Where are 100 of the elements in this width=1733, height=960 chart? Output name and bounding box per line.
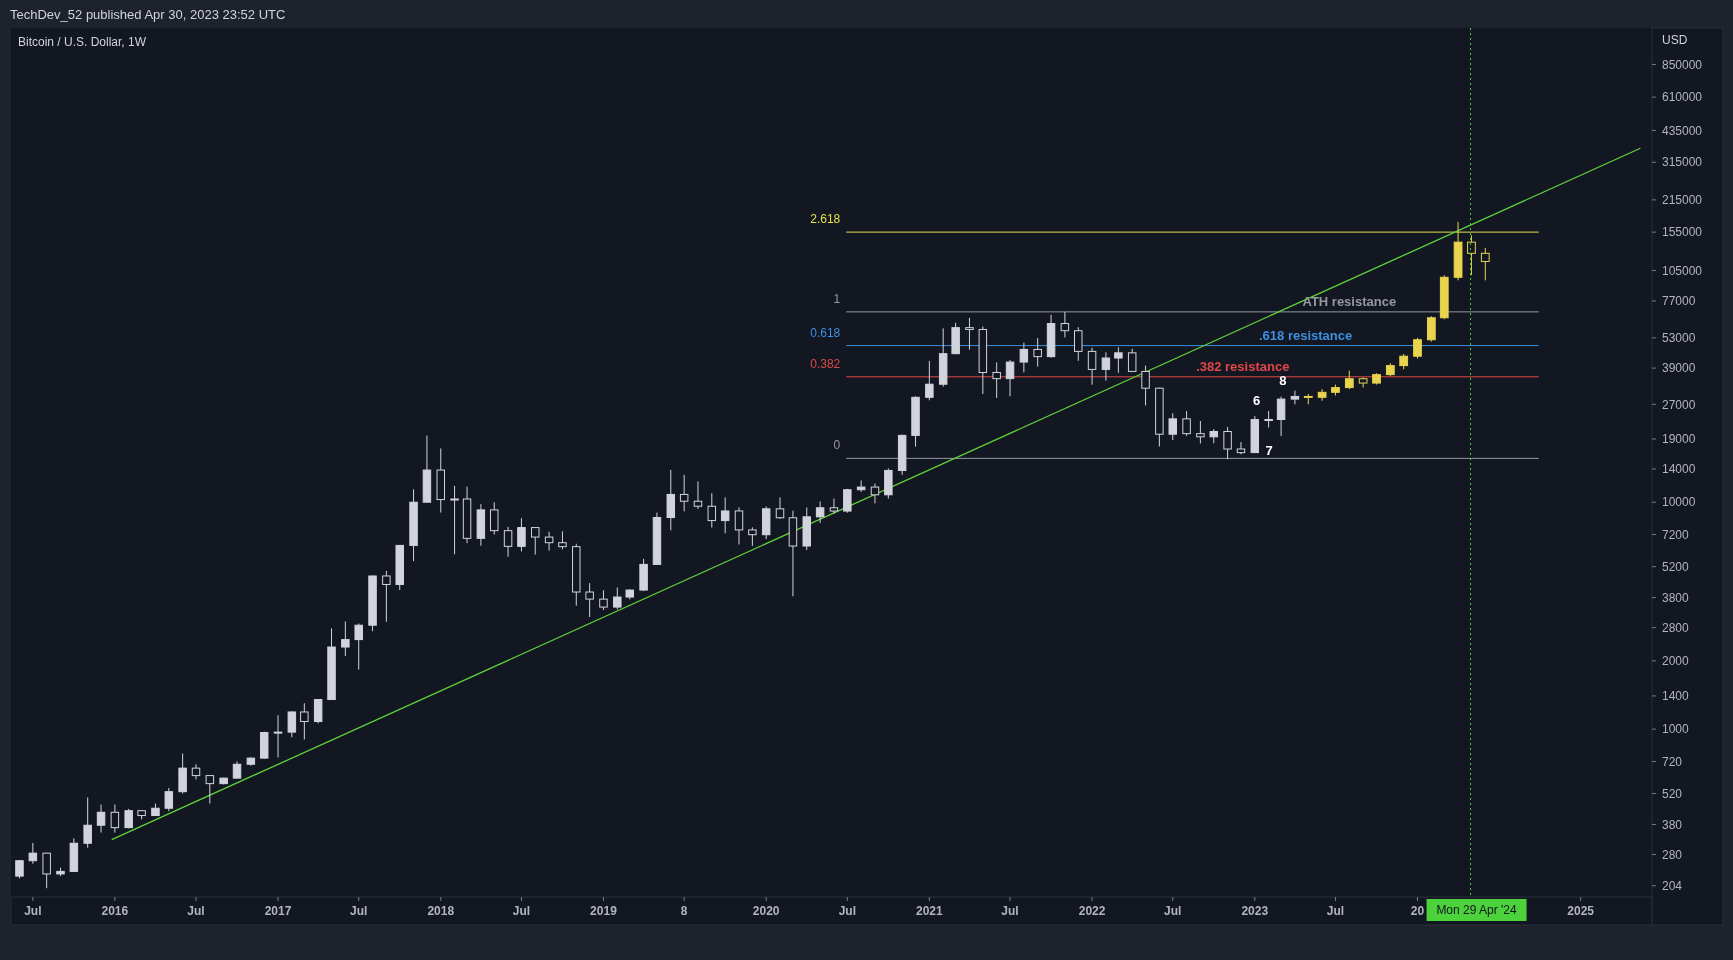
annotation: 0.618 <box>810 325 841 340</box>
y-tick-label: 380 <box>1662 817 1683 832</box>
y-tick-label: 435000 <box>1662 123 1703 138</box>
candlestick <box>164 787 174 812</box>
x-tick-label: 2018 <box>427 904 455 918</box>
candlestick <box>829 498 839 515</box>
text: Bitcoin / U.S. Dollar, 1W <box>18 35 147 49</box>
annotation: 6 <box>1252 393 1261 409</box>
y-tick-label: 610000 <box>1662 90 1703 105</box>
x-tick-label: 2017 <box>264 904 292 918</box>
candlestick <box>96 804 106 834</box>
x-tick-label: 2021 <box>916 904 944 918</box>
y-tick-label: 14000 <box>1662 462 1696 477</box>
candlestick <box>1236 441 1246 455</box>
ref-line-label: Mon 29 Apr '24 <box>1436 903 1518 917</box>
candlestick <box>1114 346 1123 374</box>
annotation: .618 resistance <box>1258 327 1353 343</box>
annotation: 2.618 <box>810 212 841 227</box>
candlestick <box>1005 359 1015 397</box>
candlestick <box>205 774 215 805</box>
candlestick <box>734 506 744 545</box>
candlestick <box>693 481 703 510</box>
candlestick <box>1344 370 1354 390</box>
y-tick-label: 53000 <box>1662 331 1696 346</box>
candlestick <box>1223 426 1232 460</box>
candlestick <box>1467 234 1476 276</box>
candlestick <box>1317 388 1327 402</box>
text: TechDev_52 published Apr 30, 2023 23:52 UTC <box>10 7 286 22</box>
y-tick-label: 7200 <box>1662 527 1690 542</box>
candlestick <box>1182 410 1191 437</box>
y-axis-title: USD <box>1662 33 1688 47</box>
x-tick-label: Jul <box>1164 904 1182 918</box>
candlestick <box>1074 326 1083 362</box>
annotation: 1 <box>833 291 841 306</box>
candlestick <box>666 469 676 531</box>
candlestick <box>720 496 730 534</box>
candlestick <box>490 501 499 536</box>
candlestick <box>925 360 934 401</box>
candlestick <box>1087 347 1097 386</box>
x-tick-label: Jul <box>24 904 42 918</box>
candlestick <box>707 492 717 529</box>
candlestick <box>1358 376 1368 389</box>
y-tick-label: 1400 <box>1662 689 1690 704</box>
candlestick <box>42 852 51 889</box>
candlestick <box>503 526 513 558</box>
candlestick <box>1290 390 1300 405</box>
y-tick-label: 280 <box>1662 847 1683 862</box>
candlestick <box>1426 315 1436 343</box>
y-tick-label: 2000 <box>1662 654 1690 668</box>
y-tick-label: 204 <box>1662 878 1683 893</box>
candlestick <box>815 501 825 524</box>
x-tick-label: 2022 <box>1078 904 1106 918</box>
candlestick <box>1141 365 1150 406</box>
x-tick-label: Jul <box>1326 904 1345 918</box>
annotation: 8 <box>1279 373 1287 389</box>
y-tick-label: 105000 <box>1662 263 1703 278</box>
candlestick <box>544 531 554 552</box>
x-tick-label: Jul <box>350 904 368 918</box>
candlestick <box>273 714 283 758</box>
x-tick-label: 2025 <box>1567 904 1595 918</box>
y-tick-label: 1000 <box>1662 722 1690 737</box>
y-tick-label: 19000 <box>1662 432 1696 447</box>
candlestick <box>1196 420 1205 444</box>
candlestick <box>679 474 689 512</box>
candlestick <box>313 699 323 724</box>
x-tick-label: 8 <box>680 904 688 918</box>
annotation: 7 <box>1265 442 1273 458</box>
candlestick <box>83 796 92 849</box>
x-tick-label: 2023 <box>1241 904 1269 918</box>
candlestick <box>992 361 1001 399</box>
candlestick <box>1019 342 1029 373</box>
x-tick-label: 20 <box>1410 904 1425 918</box>
y-tick-label: 155000 <box>1662 225 1703 240</box>
candlestick <box>1168 412 1178 441</box>
y-tick-label: 77000 <box>1662 294 1696 309</box>
y-tick-label: 10000 <box>1662 495 1696 510</box>
x-tick-label: Jul <box>1001 904 1019 918</box>
x-tick-label: 2020 <box>752 904 780 918</box>
annotation: 0 <box>833 438 841 453</box>
x-tick-label: Jul <box>838 904 856 918</box>
candlestick <box>178 753 187 795</box>
y-tick-label: 215000 <box>1662 193 1703 208</box>
candlestick <box>517 517 526 552</box>
candlestick <box>965 317 974 351</box>
candlestick <box>1127 348 1137 372</box>
y-tick-label: 2800 <box>1662 620 1690 635</box>
candlestick <box>300 702 309 740</box>
candlestick <box>585 582 594 618</box>
candlestick <box>1413 337 1422 359</box>
annotation: ATH resistance <box>1302 293 1397 309</box>
y-tick-label: 5200 <box>1662 559 1690 574</box>
x-tick-label: 2016 <box>101 904 129 918</box>
y-tick-label: 520 <box>1662 786 1683 801</box>
candlestick <box>287 710 297 738</box>
candlestick <box>775 496 785 520</box>
y-tick-label: 27000 <box>1662 397 1696 412</box>
candlestick <box>1101 351 1111 382</box>
candlestick <box>1276 396 1286 437</box>
y-tick-label: 39000 <box>1662 361 1696 376</box>
candlestick <box>870 483 880 504</box>
